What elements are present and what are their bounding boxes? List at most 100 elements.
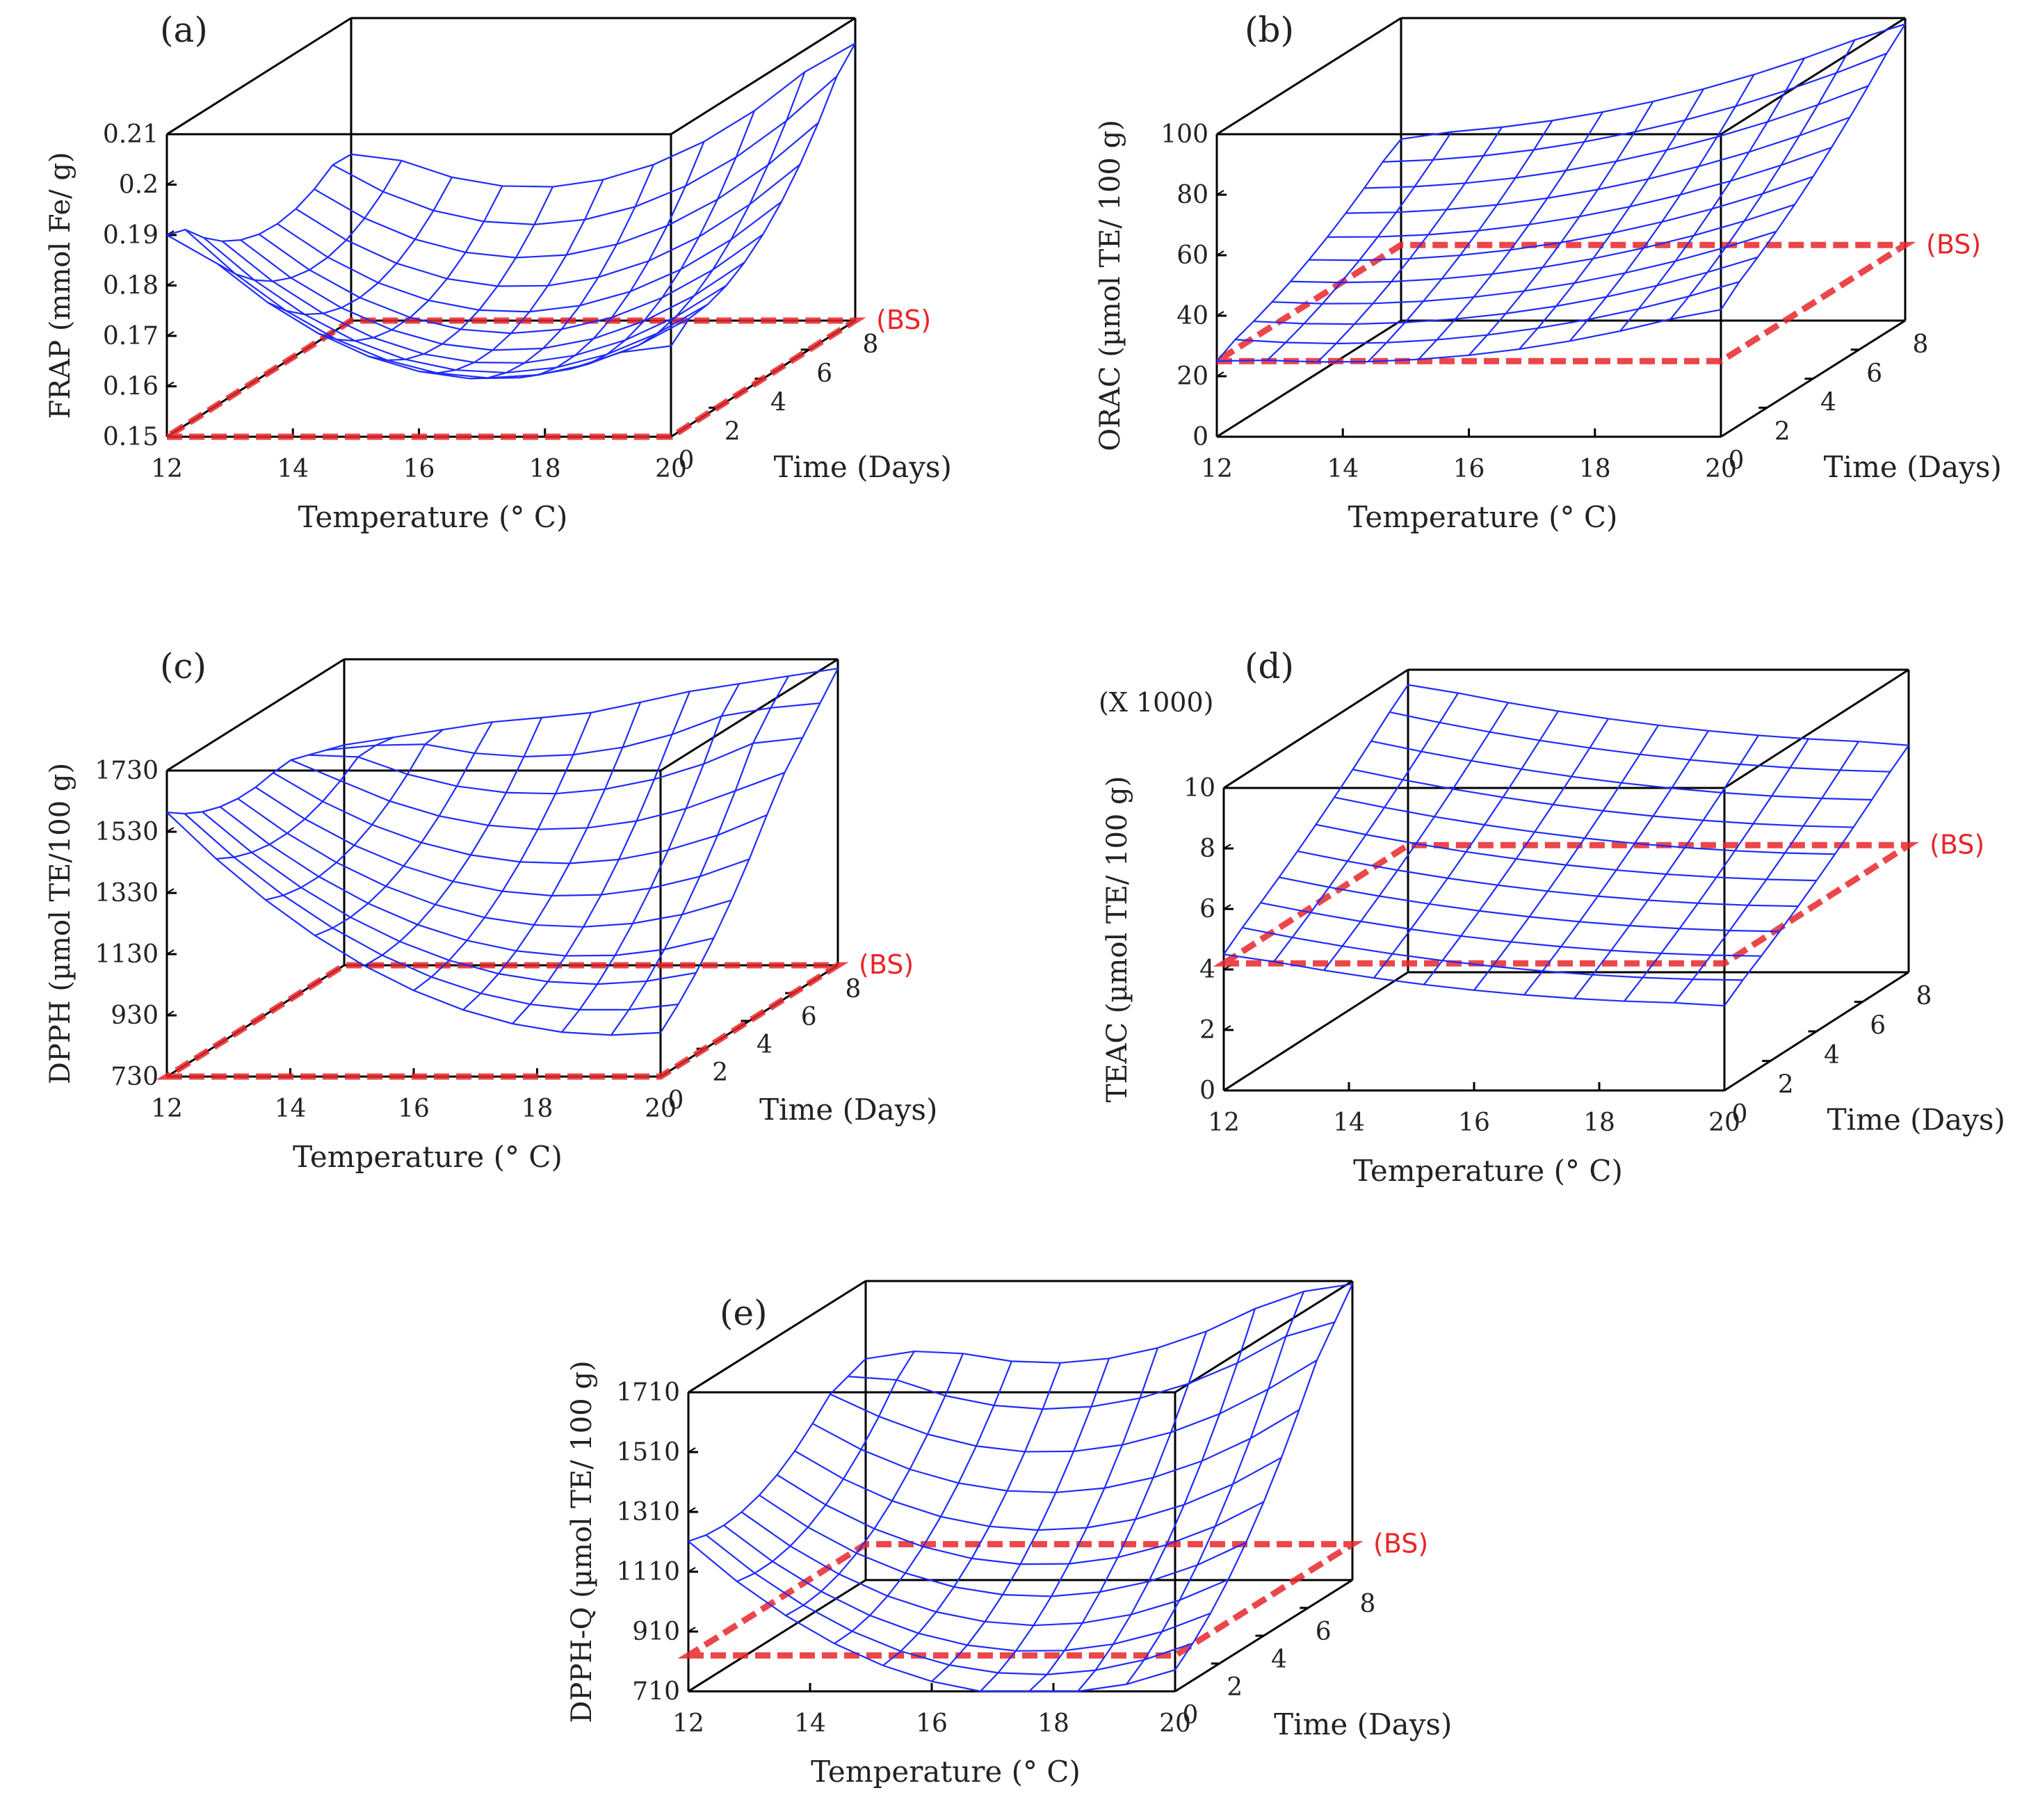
box-edge <box>1223 971 1409 1092</box>
surface-mesh-line <box>1242 926 1743 981</box>
surface-mesh-line <box>308 736 803 795</box>
x-tick-label: 14 <box>1327 455 1359 483</box>
z-tick-label: 1530 <box>95 818 159 846</box>
baseline-label: (BS) <box>859 949 914 980</box>
x-tick-label: 20 <box>1708 1109 1740 1137</box>
box-edge <box>1720 17 1906 136</box>
surface-mesh-line <box>1273 693 1459 963</box>
surface-mesh-line <box>221 240 727 364</box>
y-axis-title: Time (Days) <box>1827 1103 2005 1137</box>
z-tick-label: 0 <box>1199 1077 1215 1105</box>
z-tick-mark <box>1216 371 1224 377</box>
x-tick-label: 20 <box>645 1095 677 1123</box>
z-axis-title: TEAC (µmol TE/ 100 g) <box>1101 776 1133 1103</box>
y-tick-label: 2 <box>1778 1071 1794 1100</box>
surface-mesh-line <box>1352 768 1854 828</box>
baseline-plane <box>156 317 866 440</box>
surface-mesh-line <box>1473 725 1659 991</box>
surface-mesh-line <box>1272 230 1777 305</box>
box-edge <box>1216 17 1402 136</box>
surface-mesh-line <box>741 1511 1229 1627</box>
baseline-plane <box>156 962 849 1080</box>
z-tick-mark <box>688 1507 696 1513</box>
z-tick-mark <box>1223 783 1231 789</box>
z-tick-mark <box>166 331 175 337</box>
surface-mesh-line <box>1290 204 1795 284</box>
surface-mesh-line <box>1334 796 1836 855</box>
surface-mesh-line <box>295 163 801 287</box>
z-tick-label: 1310 <box>616 1498 680 1527</box>
y-tick-label: 8 <box>1916 982 1932 1010</box>
surface-mesh-line <box>314 721 493 937</box>
y-tick-label: 4 <box>1824 1041 1840 1070</box>
z-tick-label: 20 <box>1176 362 1208 391</box>
z-tick-label: 1710 <box>616 1378 680 1407</box>
surface-mesh-line <box>811 1409 1300 1494</box>
z-tick-label: 0.16 <box>103 373 159 401</box>
z-tick-mark <box>688 1686 696 1692</box>
box-edge <box>670 17 856 136</box>
z-tick-mark <box>1216 311 1224 316</box>
x-tick-label: 18 <box>1579 455 1611 483</box>
z-tick-label: 0.18 <box>103 272 159 300</box>
z-tick-mark <box>688 1567 696 1572</box>
z-tick-mark <box>166 888 175 894</box>
x-tick-label: 20 <box>655 455 687 483</box>
surface-mesh-line <box>1724 745 1909 1006</box>
z-tick-mark <box>166 129 175 135</box>
surface-mesh-line <box>1389 711 1891 773</box>
z-tick-mark <box>688 1447 696 1453</box>
panel-label: (d) <box>1245 646 1294 686</box>
panel-label: (c) <box>160 646 207 686</box>
y-tick-label: 2 <box>1774 417 1790 446</box>
y-tick-label: 0 <box>1732 1100 1748 1129</box>
y-tick-label: 2 <box>1227 1673 1243 1702</box>
x-tick-label: 14 <box>275 1095 307 1123</box>
surface-mesh-line <box>368 186 553 362</box>
x-tick-label: 18 <box>1583 1109 1615 1137</box>
surface-mesh-line <box>254 787 750 897</box>
surface-mesh-line <box>1327 147 1832 238</box>
x-tick-label: 14 <box>1333 1109 1365 1137</box>
baseline-plane <box>1213 841 1920 967</box>
panel-label: (a) <box>160 10 208 50</box>
y-tick-label: 6 <box>1316 1618 1332 1646</box>
x-tick-label: 14 <box>277 455 309 483</box>
y-tick-label: 8 <box>1360 1590 1376 1618</box>
y-tick-label: 2 <box>725 417 741 446</box>
z-tick-mark <box>1223 1086 1231 1091</box>
surface-mesh-line <box>1400 23 1906 140</box>
panel-label: (e) <box>720 1293 768 1333</box>
surface-mesh-line <box>240 239 745 351</box>
z-tick-mark <box>1216 250 1224 256</box>
z-tick-mark <box>688 1627 696 1632</box>
y-tick-label: 0 <box>1729 446 1745 475</box>
z-axis-title: DPPH-Q (µmol TE/ 100 g) <box>566 1360 598 1723</box>
surface-mesh-line <box>1316 823 1817 882</box>
baseline-plane <box>677 1540 1364 1659</box>
x-tick-label: 16 <box>1458 1109 1490 1137</box>
surface-mesh-line <box>1382 52 1887 163</box>
surface-mesh-line <box>1260 902 1762 957</box>
y-tick-label: 4 <box>757 1031 773 1059</box>
z-tick-mark <box>166 1010 175 1016</box>
box-edge <box>660 658 839 772</box>
surface-mesh-line <box>688 1358 866 1543</box>
surface-mesh-line <box>512 691 691 1024</box>
surface-mesh-line <box>166 153 352 242</box>
surface-mesh-line <box>1574 734 1759 999</box>
surface-mesh-line <box>1317 127 1503 363</box>
surface-mesh-line <box>202 811 697 985</box>
surface-mesh-line <box>1367 120 1553 362</box>
y-tick-label: 4 <box>1820 389 1836 417</box>
x-tick-label: 16 <box>403 455 435 483</box>
z-tick-mark <box>1216 190 1224 195</box>
x-tick-label: 12 <box>151 1095 183 1123</box>
surface-mesh-line <box>688 1540 1176 1693</box>
surface-mesh-line <box>1297 850 1799 908</box>
surface-mesh-line <box>1235 281 1740 345</box>
surface-mesh-line <box>258 233 764 335</box>
